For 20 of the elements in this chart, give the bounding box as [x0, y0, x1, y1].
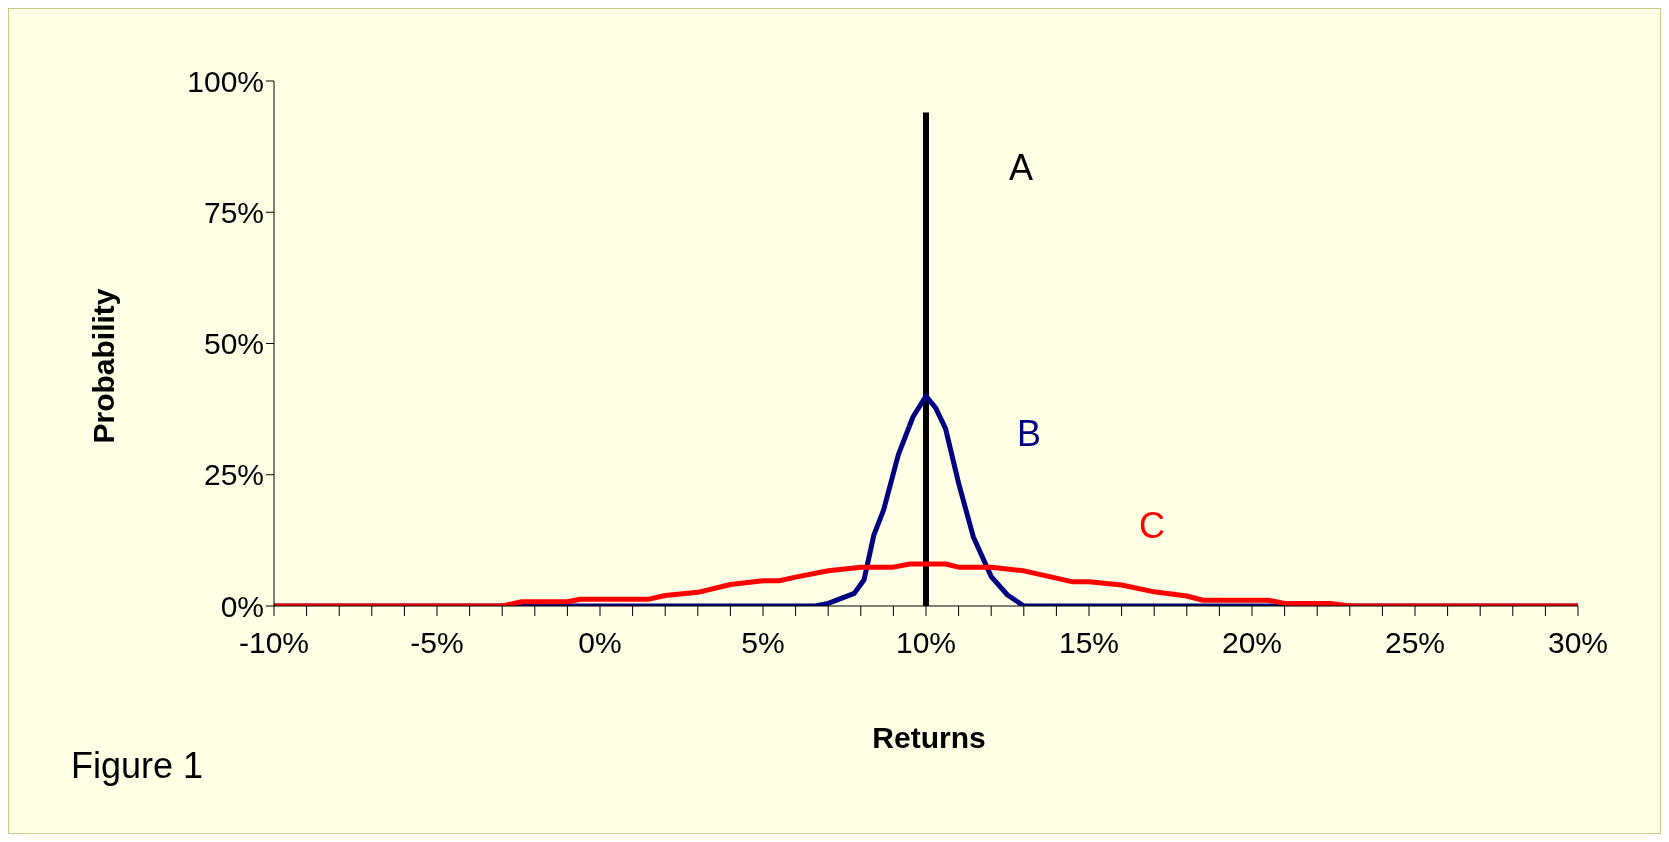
x-tick-label: -5% [410, 626, 464, 660]
y-tick-label: 100% [187, 64, 264, 98]
x-tick-label: 0% [578, 626, 622, 660]
x-tick-label: 15% [1058, 626, 1120, 660]
y-tick-label: 75% [203, 195, 264, 229]
x-tick-label: 30% [1547, 626, 1609, 660]
series-label: B [1017, 413, 1042, 455]
x-tick-label: 10% [895, 626, 957, 660]
text: A [1009, 147, 1034, 189]
y-tick-label: 0% [220, 589, 264, 623]
x-tick-label: -10% [238, 626, 310, 660]
series-label: C [1139, 505, 1165, 547]
x-tick-label: 20% [1221, 626, 1283, 660]
y-tick-label: 25% [203, 458, 264, 492]
y-tick-label: 50% [203, 327, 264, 361]
x-tick-label: 25% [1384, 626, 1446, 660]
caption: Figure 1 [71, 745, 204, 787]
y-axis-title: Probability [87, 287, 121, 446]
x-axis-title: Returns [871, 721, 987, 755]
x-tick-label: 5% [741, 626, 785, 660]
